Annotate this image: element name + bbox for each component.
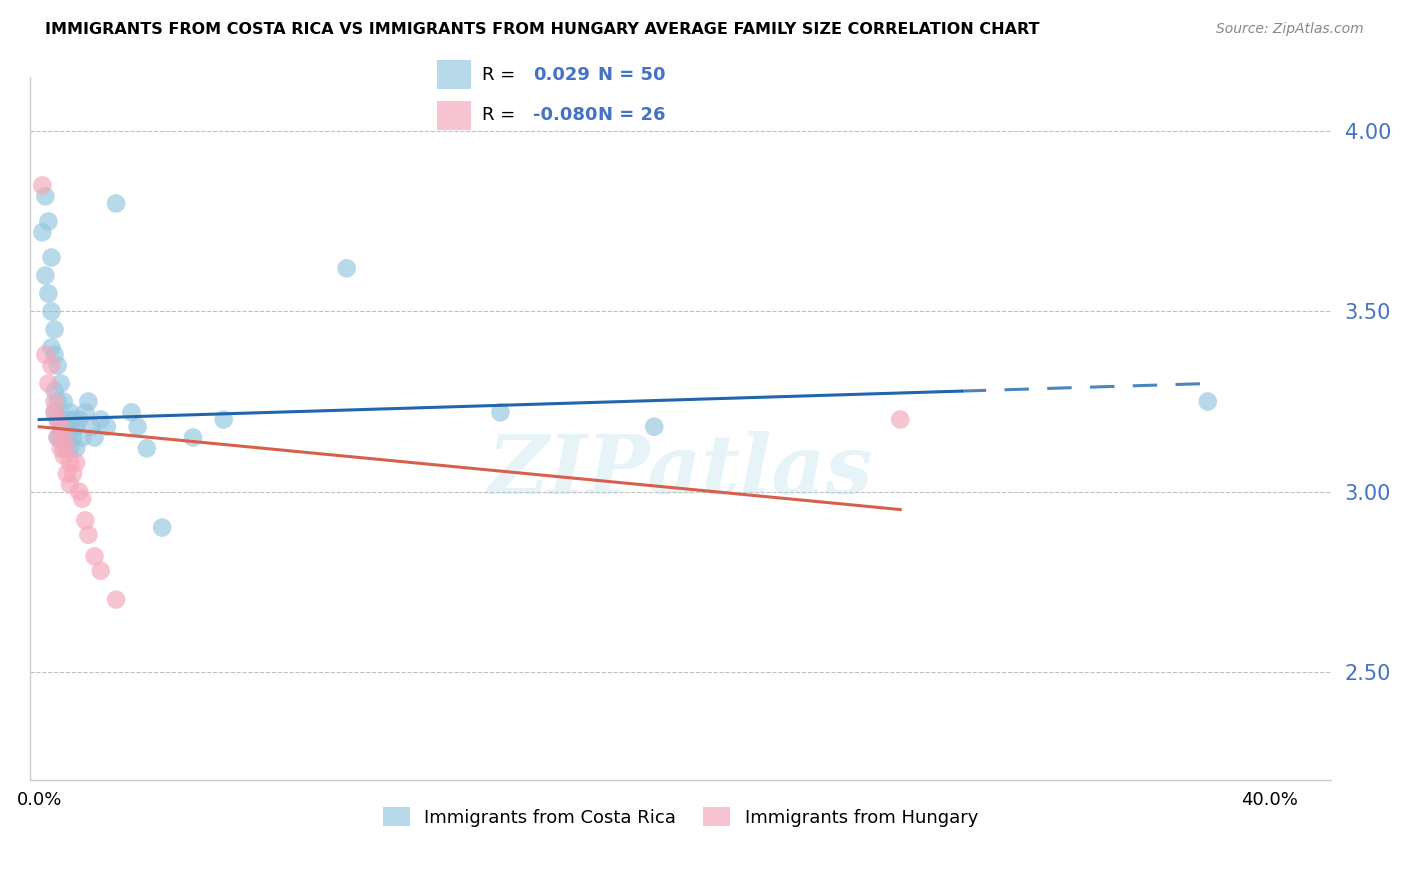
Point	[49, 419, 72, 434]
Point	[46, 412, 69, 426]
Point	[135, 442, 157, 456]
Point	[44, 405, 66, 419]
Point	[80, 419, 103, 434]
Point	[62, 431, 84, 445]
Text: -0.080: -0.080	[533, 106, 598, 124]
Text: R =: R =	[482, 66, 516, 84]
Point	[44, 322, 66, 336]
Point	[46, 359, 69, 373]
Point	[56, 442, 79, 456]
Point	[44, 384, 66, 398]
Point	[44, 405, 66, 419]
Point	[1197, 394, 1219, 409]
Point	[65, 456, 87, 470]
Point	[105, 592, 128, 607]
Point	[34, 348, 56, 362]
Text: IMMIGRANTS FROM COSTA RICA VS IMMIGRANTS FROM HUNGARY AVERAGE FAMILY SIZE CORREL: IMMIGRANTS FROM COSTA RICA VS IMMIGRANTS…	[45, 22, 1039, 37]
Point	[75, 405, 97, 419]
Point	[56, 412, 79, 426]
Text: R =: R =	[482, 106, 516, 124]
Text: Source: ZipAtlas.com: Source: ZipAtlas.com	[1216, 22, 1364, 37]
Point	[31, 178, 53, 193]
Point	[44, 394, 66, 409]
Point	[90, 412, 112, 426]
Point	[643, 419, 665, 434]
Point	[65, 419, 87, 434]
Point	[120, 405, 142, 419]
Point	[96, 419, 118, 434]
Point	[889, 412, 911, 426]
Point	[59, 442, 82, 456]
Point	[52, 394, 75, 409]
Point	[52, 431, 75, 445]
Point	[489, 405, 512, 419]
Point	[75, 513, 97, 527]
Bar	[437, 101, 471, 130]
Point	[336, 261, 359, 276]
Point	[49, 431, 72, 445]
Point	[67, 484, 90, 499]
Point	[49, 442, 72, 456]
Point	[52, 442, 75, 456]
Point	[105, 196, 128, 211]
Point	[44, 348, 66, 362]
Legend: Immigrants from Costa Rica, Immigrants from Hungary: Immigrants from Costa Rica, Immigrants f…	[375, 800, 986, 834]
Point	[59, 405, 82, 419]
Point	[41, 359, 63, 373]
Text: ZIPatlas: ZIPatlas	[488, 431, 873, 510]
Point	[52, 449, 75, 463]
Point	[37, 214, 59, 228]
Point	[70, 491, 93, 506]
Text: 0.029: 0.029	[533, 66, 589, 84]
Point	[65, 442, 87, 456]
Point	[41, 251, 63, 265]
Point	[46, 412, 69, 426]
Point	[70, 431, 93, 445]
Point	[49, 376, 72, 391]
Point	[41, 304, 63, 318]
Point	[59, 456, 82, 470]
Point	[46, 431, 69, 445]
Point	[62, 412, 84, 426]
Bar	[437, 61, 471, 89]
Point	[212, 412, 235, 426]
Point	[67, 412, 90, 426]
Point	[37, 286, 59, 301]
Point	[127, 419, 149, 434]
Point	[77, 394, 100, 409]
Point	[46, 394, 69, 409]
Point	[83, 549, 105, 564]
Point	[83, 431, 105, 445]
Point	[150, 520, 173, 534]
Point	[62, 467, 84, 481]
Text: N = 50: N = 50	[598, 66, 665, 84]
Point	[31, 225, 53, 239]
Point	[52, 419, 75, 434]
Text: N = 26: N = 26	[598, 106, 665, 124]
Point	[46, 431, 69, 445]
Point	[49, 412, 72, 426]
Point	[34, 268, 56, 283]
Point	[77, 527, 100, 541]
Point	[37, 376, 59, 391]
Point	[34, 189, 56, 203]
Point	[41, 341, 63, 355]
Point	[90, 564, 112, 578]
Point	[59, 419, 82, 434]
Point	[59, 477, 82, 491]
Point	[56, 431, 79, 445]
Point	[181, 431, 204, 445]
Point	[56, 467, 79, 481]
